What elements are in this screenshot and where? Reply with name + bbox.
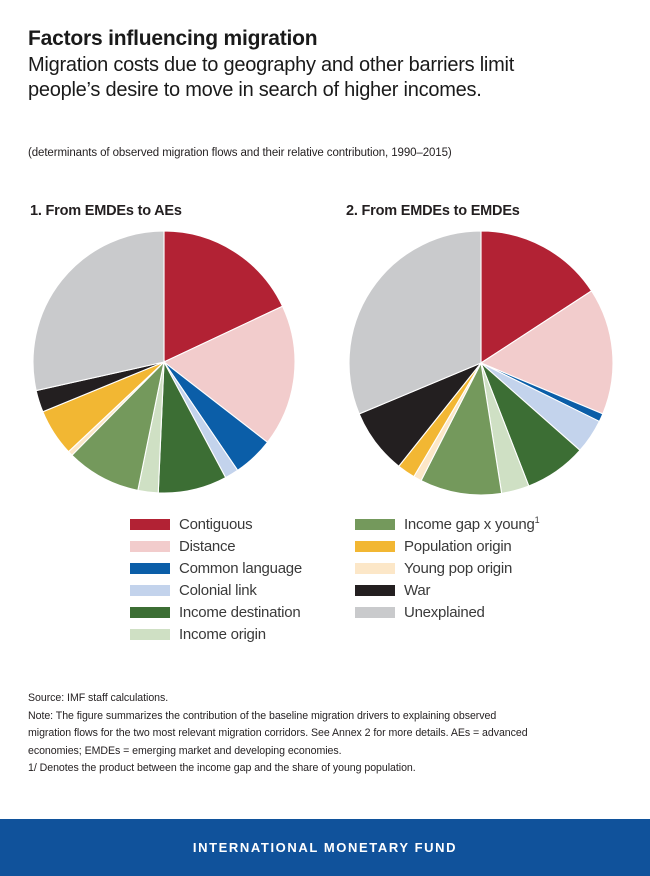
legend-item[interactable]: Colonial link — [130, 579, 355, 601]
legend-item-label: Distance — [179, 537, 236, 555]
legend-item[interactable]: Population origin — [355, 535, 539, 557]
page-subtitle-line-2: people’s desire to move in search of hig… — [28, 79, 482, 101]
legend-item[interactable]: Distance — [130, 535, 355, 557]
legend-item-label: Income gap x young1 — [404, 514, 540, 533]
legend-column-left: Contiguous Distance Common language Colonia… — [130, 513, 355, 645]
pie-slice-contiguous[interactable] — [480, 230, 593, 365]
legend-item-label: Population origin — [404, 537, 512, 555]
pie-slice-unexplained[interactable] — [32, 230, 165, 392]
pie-slice-distance[interactable] — [162, 305, 296, 444]
note-line-2: migration flows for the two most relevan… — [28, 727, 528, 739]
legend-item[interactable]: Young pop origin — [355, 557, 539, 579]
legend-swatch-income-gap-x-young — [355, 518, 395, 530]
pie-slice-contiguous[interactable] — [163, 230, 284, 363]
note-line-3: economies; EMDEs = emerging market and d… — [28, 744, 342, 757]
source-line: Source: IMF staff calculations. — [28, 692, 169, 704]
legend-swatch-contiguous — [130, 518, 170, 530]
legend-item-label: Colonial link — [179, 581, 257, 599]
pie-slice-distance[interactable] — [479, 290, 614, 415]
pie-slice-income-gap-x-young[interactable] — [420, 361, 503, 496]
panel-1: 1. From EMDEs to AEs — [30, 203, 298, 496]
panel-2-pie-wrap — [346, 228, 616, 498]
panel-1-title: 1. From EMDEs to AEs — [30, 203, 182, 219]
legend-item[interactable]: Contiguous — [130, 513, 355, 535]
panel-1-pie-wrap — [30, 228, 298, 496]
legend-swatch-unexplained — [355, 606, 395, 618]
legend-swatch-common-language — [130, 562, 170, 574]
legend-swatch-income-origin — [130, 628, 170, 640]
legend-swatch-distance — [130, 540, 170, 552]
legend-item-label: Income destination — [179, 603, 301, 621]
imf-footer-banner: INTERNATIONAL MONETARY FUND — [0, 819, 650, 876]
legend-item-label: Young pop origin — [404, 559, 513, 577]
legend-footnote-marker: 1 — [534, 514, 540, 525]
imf-footer-text: INTERNATIONAL MONETARY FUND — [192, 840, 458, 855]
pie-slice-unexplained[interactable] — [348, 230, 482, 415]
legend-swatch-colonial-link — [130, 584, 170, 596]
chart-legend: Contiguous Distance Common language Colonia… — [130, 513, 540, 645]
notes-block: Source: IMF staff calculations. Note: Th… — [28, 690, 624, 778]
legend-item[interactable]: Unexplained — [355, 601, 539, 623]
panel-2-title: 2. From EMDEs to EMDEs — [346, 203, 520, 219]
legend-item[interactable]: Income origin — [130, 623, 355, 645]
legend-item-label: Contiguous — [179, 515, 253, 533]
legend-swatch-war — [355, 584, 395, 596]
legend-item-label: Unexplained — [404, 603, 485, 621]
legend-swatch-young-pop-origin — [355, 562, 395, 574]
page-subtitle-line-1: Migration costs due to geography and oth… — [28, 54, 515, 76]
panel-2: 2. From EMDEs to EMDEs — [346, 203, 616, 498]
pie-chart-emdes-to-emdes — [348, 230, 614, 496]
legend-swatch-income-destination — [130, 606, 170, 618]
header-block: Factors influencing migration Migration … — [28, 26, 628, 103]
legend-item[interactable]: Income destination — [130, 601, 355, 623]
legend-item[interactable]: Common language — [130, 557, 355, 579]
units-caption: (determinants of observed migration flow… — [28, 147, 452, 159]
legend-item-label: Income origin — [179, 625, 266, 643]
footnote-line: 1/ Denotes the product between the incom… — [28, 762, 416, 774]
note-line-1: Note: The figure summarizes the contribu… — [28, 709, 497, 722]
page-title: Factors influencing migration — [28, 27, 318, 50]
legend-item-label: Common language — [179, 559, 302, 577]
legend-swatch-population-origin — [355, 540, 395, 552]
legend-item[interactable]: Income gap x young1 — [355, 513, 540, 535]
legend-item[interactable]: War — [355, 579, 539, 601]
legend-column-right: Income gap x young1 Population origin Youn… — [355, 513, 540, 645]
legend-item-label: War — [404, 581, 431, 599]
pie-chart-emdes-to-aes — [32, 230, 296, 494]
